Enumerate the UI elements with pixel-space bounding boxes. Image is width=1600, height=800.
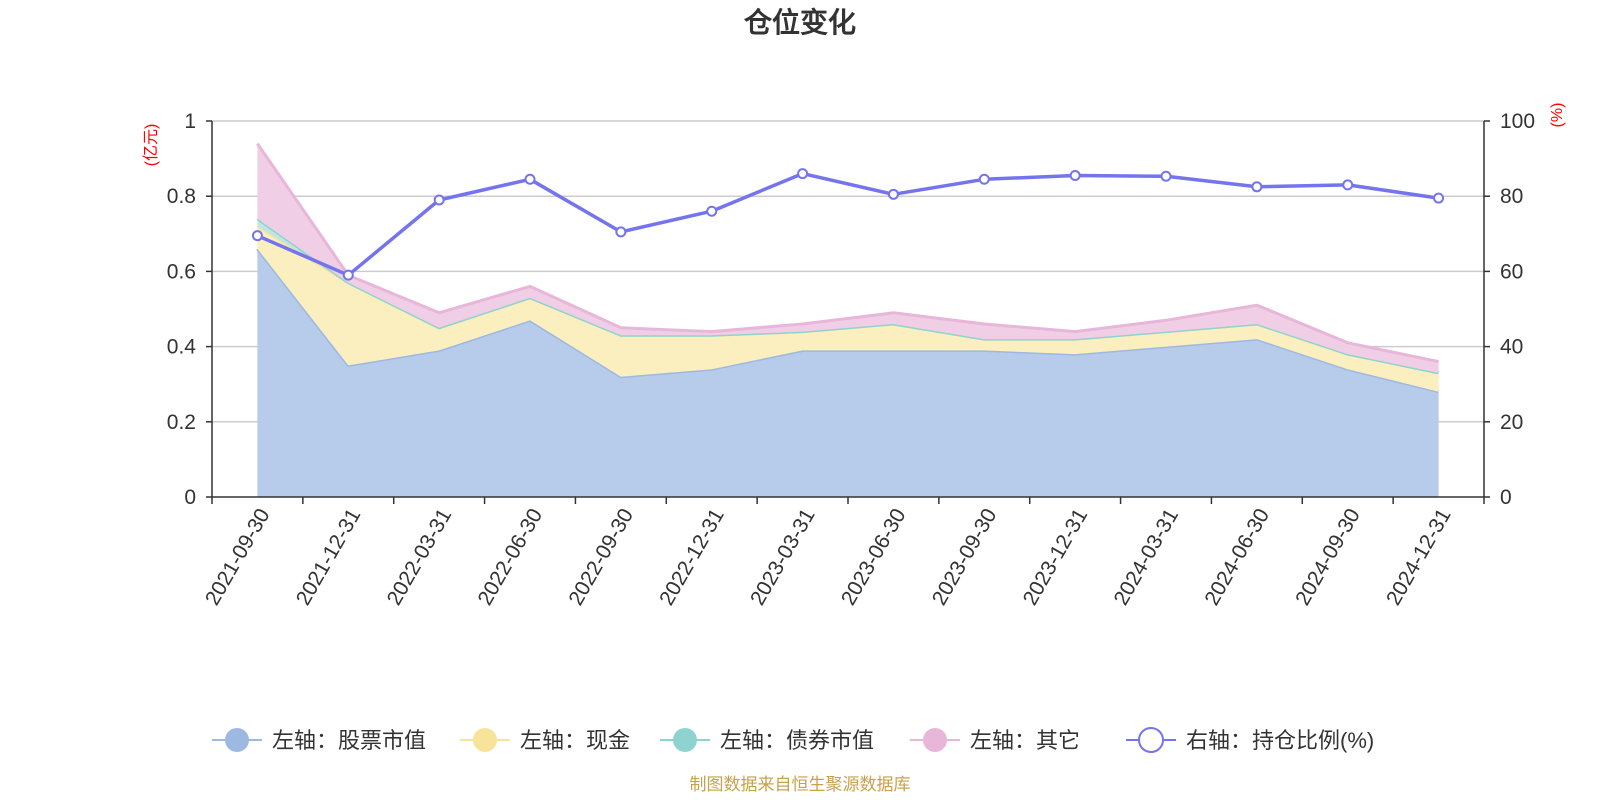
x-axis-tick-label: 2023-06-30 <box>837 505 911 610</box>
left-axis-tick-label: 0.4 <box>167 336 197 359</box>
x-axis-tick-label: 2021-12-31 <box>292 505 366 610</box>
x-axis-tick-label: 2023-03-31 <box>746 505 820 610</box>
right-axis-tick-label: 20 <box>1500 411 1523 434</box>
ratio-point[interactable] <box>1160 170 1172 182</box>
right-axis-tick-label: 40 <box>1500 336 1523 359</box>
left-axis-tick-label: 1 <box>184 110 196 133</box>
legend-marker <box>1138 727 1164 753</box>
x-axis-tick-label: 2023-12-31 <box>1019 505 1093 610</box>
legend-label: 左轴：股票市值 <box>272 728 426 753</box>
right-axis-tick-label: 80 <box>1500 185 1523 208</box>
right-axis-unit: (%) <box>1549 103 1566 128</box>
legend-label: 左轴：其它 <box>970 728 1080 753</box>
ratio-point[interactable] <box>1342 179 1354 191</box>
x-axis-tick-label: 2022-03-31 <box>383 505 457 610</box>
right-axis-tick-label: 60 <box>1500 260 1523 283</box>
legend-item[interactable]: 左轴：其它 <box>910 728 1080 753</box>
legend[interactable]: 左轴：股票市值 左轴：现金 左轴：债券市值 左轴：其它 右轴：持仓比例(%) <box>212 727 1374 753</box>
legend-label: 左轴：现金 <box>520 728 630 753</box>
right-axis-tick-label: 0 <box>1500 486 1512 509</box>
right-axis-tick-label: 100 <box>1500 110 1535 133</box>
x-axis-tick-label: 2024-03-31 <box>1110 505 1184 610</box>
left-axis-tick-label: 0.8 <box>167 185 196 208</box>
legend-marker <box>473 728 497 752</box>
ratio-point[interactable] <box>797 168 809 180</box>
ratio-point[interactable] <box>251 230 263 242</box>
ratio-point[interactable] <box>524 173 536 185</box>
x-axis-tick-label: 2022-09-30 <box>564 505 638 610</box>
ratio-point[interactable] <box>1433 192 1445 204</box>
ratio-point[interactable] <box>615 226 627 238</box>
ratio-point[interactable] <box>342 269 354 281</box>
legend-item[interactable]: 左轴：股票市值 <box>212 728 426 753</box>
x-axis-tick-label: 2024-06-30 <box>1200 505 1274 610</box>
left-axis-tick-label: 0.6 <box>167 260 196 283</box>
x-axis-tick-label: 2021-09-30 <box>201 505 275 610</box>
legend-marker <box>673 728 697 752</box>
stacked-areas <box>256 142 1439 497</box>
x-axis-tick-label: 2022-06-30 <box>474 505 548 610</box>
ratio-point[interactable] <box>1251 181 1263 193</box>
ratio-point[interactable] <box>706 205 718 217</box>
legend-item[interactable]: 右轴：持仓比例(%) <box>1126 727 1374 753</box>
ratio-line <box>251 168 1445 281</box>
legend-marker <box>923 728 947 752</box>
x-axis-tick-label: 2023-09-30 <box>928 505 1002 610</box>
legend-label: 右轴：持仓比例(%) <box>1186 728 1374 753</box>
ratio-point[interactable] <box>433 194 445 206</box>
chart-title: 仓位变化 <box>744 6 856 38</box>
ratio-point[interactable] <box>978 173 990 185</box>
x-axis-tick-label: 2024-09-30 <box>1291 505 1365 610</box>
x-axis-tick-label: 2024-12-31 <box>1382 505 1456 610</box>
ratio-series-line <box>256 171 1439 277</box>
area-edge-左轴：其它 <box>256 142 1439 364</box>
legend-item[interactable]: 左轴：现金 <box>460 728 630 753</box>
ratio-point[interactable] <box>887 188 899 200</box>
x-axis-tick-label: 2022-12-31 <box>655 505 729 610</box>
legend-item[interactable]: 左轴：债券市值 <box>660 728 874 753</box>
left-axis-unit: (亿元) <box>142 124 160 167</box>
data-source-note: 制图数据来自恒生聚源数据库 <box>690 775 911 794</box>
area-左轴：股票市值 <box>257 248 1439 497</box>
area-左轴：其它 <box>257 143 1439 373</box>
legend-label: 左轴：债券市值 <box>720 728 874 753</box>
ratio-point[interactable] <box>1069 170 1081 182</box>
legend-marker <box>225 728 249 752</box>
left-axis-tick-label: 0 <box>184 486 196 509</box>
left-axis-tick-label: 0.2 <box>167 411 196 434</box>
